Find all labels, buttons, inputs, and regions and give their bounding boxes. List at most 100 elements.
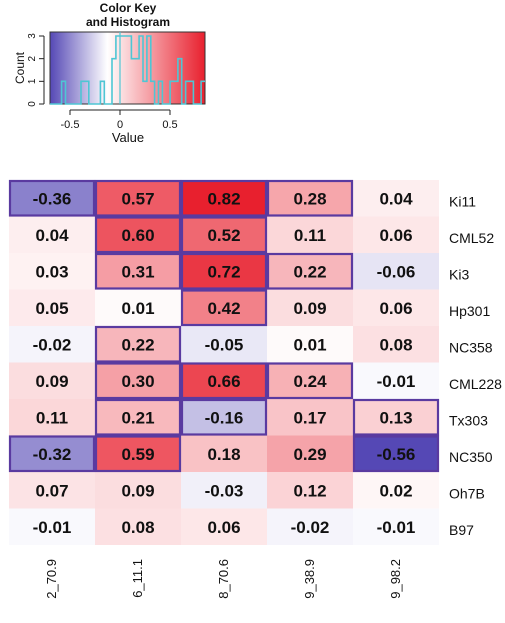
heatmap-cell xyxy=(95,435,181,472)
heatmap-cell-highlight xyxy=(94,216,182,254)
heatmap-cell-highlight xyxy=(8,179,96,217)
heatmap-cell xyxy=(267,362,353,399)
heatmap-cell-value: 0.24 xyxy=(293,372,327,391)
heatmap-cell-value: -0.16 xyxy=(205,408,244,427)
heatmap: -0.36 0.57 0.82 0.28 0.04 0.04 0.60 0.52 0.11 0.0… xyxy=(8,179,502,599)
histogram-trace xyxy=(50,35,205,105)
heatmap-cell-value: 0.08 xyxy=(379,335,412,354)
heatmap-column-labels: 2_70.9 6_11.1 8_70.6 9_38.9 9_98.2 xyxy=(44,559,403,599)
heatmap-cell-highlight xyxy=(94,252,182,290)
heatmap-cell xyxy=(9,180,95,217)
heatmap-cell xyxy=(353,472,439,509)
color-key-y-tick-label: 1 xyxy=(27,78,38,84)
heatmap-cell xyxy=(9,435,95,472)
heatmap-row-label: NC358 xyxy=(449,339,493,355)
heatmap-cell-highlight xyxy=(352,435,440,473)
heatmap-cell xyxy=(9,289,95,326)
heatmap-column-label: 2_70.9 xyxy=(44,559,59,599)
heatmap-cell-value: 0.01 xyxy=(293,335,326,354)
heatmap-cell xyxy=(181,399,267,436)
heatmap-cell xyxy=(95,508,181,545)
heatmap-cell-value: 0.72 xyxy=(207,262,240,281)
heatmap-cell xyxy=(9,362,95,399)
heatmap-cell xyxy=(353,326,439,363)
heatmap-column-label: 9_98.2 xyxy=(388,559,403,599)
heatmap-cell-value: 0.08 xyxy=(121,518,154,537)
heatmap-cell xyxy=(9,253,95,290)
heatmap-cell xyxy=(181,508,267,545)
heatmap-cell-value: 0.42 xyxy=(207,299,240,318)
heatmap-cell xyxy=(95,472,181,509)
heatmap-cell xyxy=(9,508,95,545)
color-key-x-tick-label: -0.5 xyxy=(61,119,80,131)
heatmap-cell-value: 0.18 xyxy=(207,445,240,464)
heatmap-cell-highlight xyxy=(94,398,182,436)
heatmap-cell xyxy=(181,289,267,326)
heatmap-cell-value: -0.06 xyxy=(377,262,416,281)
heatmap-cell xyxy=(267,216,353,253)
heatmap-cell-value: -0.32 xyxy=(33,445,72,464)
heatmap-row-label: Oh7B xyxy=(449,485,485,501)
heatmap-cell xyxy=(95,362,181,399)
heatmap-row-label: Tx303 xyxy=(449,412,488,428)
heatmap-cell xyxy=(353,435,439,472)
heatmap-cell-value: 0.52 xyxy=(207,226,240,245)
heatmap-cell-value: 0.21 xyxy=(121,408,154,427)
heatmap-cell-value: 0.17 xyxy=(293,408,326,427)
heatmap-cell xyxy=(181,216,267,253)
color-key-y-tick-label: 3 xyxy=(27,33,38,39)
heatmap-cell xyxy=(95,180,181,217)
heatmap-cell xyxy=(267,289,353,326)
color-key-histogram: Color Key and Histogram -0.5 0 0.5Value012… xyxy=(13,1,206,145)
heatmap-cell-value: 0.07 xyxy=(35,481,68,500)
heatmap-cell-highlight xyxy=(94,435,182,473)
heatmap-cell xyxy=(353,253,439,290)
heatmap-cell xyxy=(9,216,95,253)
heatmap-cell-value: 0.60 xyxy=(121,226,154,245)
heatmap-cell-value: 0.03 xyxy=(35,262,68,281)
heatmap-cell-highlight xyxy=(266,252,354,290)
color-key-title-line2: and Histogram xyxy=(86,15,170,29)
heatmap-cell-value: 0.09 xyxy=(293,299,326,318)
heatmap-cell-value: -0.03 xyxy=(205,481,244,500)
heatmap-column-label: 9_38.9 xyxy=(302,559,317,599)
color-key-y-tick-label: 2 xyxy=(27,55,38,61)
heatmap-cell-value: -0.01 xyxy=(377,518,416,537)
color-key-x-label: Value xyxy=(112,130,144,145)
heatmap-cell-value: 0.12 xyxy=(293,481,326,500)
heatmap-cell xyxy=(181,253,267,290)
heatmap-cell-value: 0.66 xyxy=(207,372,240,391)
heatmap-cell xyxy=(267,399,353,436)
heatmap-cell-highlight xyxy=(94,179,182,217)
heatmap-cell xyxy=(267,508,353,545)
heatmap-cell xyxy=(95,399,181,436)
heatmap-cell-value: 0.04 xyxy=(35,226,69,245)
heatmap-cell-value: 0.59 xyxy=(121,445,154,464)
color-key-x-tick-label: 0.5 xyxy=(162,119,177,131)
color-key-x-tick-label: 0 xyxy=(117,119,123,131)
heatmap-cell xyxy=(267,472,353,509)
heatmap-cell-highlight xyxy=(94,362,182,400)
heatmap-cell xyxy=(353,289,439,326)
heatmap-cell xyxy=(9,326,95,363)
heatmap-cell-value: 0.04 xyxy=(379,189,413,208)
heatmap-row-label: NC350 xyxy=(449,449,493,465)
heatmap-cell-value: 0.29 xyxy=(293,445,326,464)
heatmap-cell-value: -0.02 xyxy=(291,518,330,537)
heatmap-row-label: B97 xyxy=(449,522,474,538)
heatmap-cell-highlight xyxy=(94,325,182,363)
heatmap-cell-value: -0.36 xyxy=(33,189,72,208)
heatmap-row-labels: Ki11 CML52 Ki3 Hp301 NC358 CML228 Tx303 NC350 Oh… xyxy=(449,193,502,538)
heatmap-cell-value: 0.57 xyxy=(121,189,154,208)
heatmap-cell-value: 0.31 xyxy=(121,262,154,281)
heatmap-cell-highlight xyxy=(180,252,268,290)
color-key-gradient xyxy=(49,31,206,105)
heatmap-column-label: 8_70.6 xyxy=(216,559,231,599)
heatmap-cell xyxy=(181,472,267,509)
heatmap-cell-value: 0.09 xyxy=(121,481,154,500)
heatmap-cell xyxy=(267,180,353,217)
heatmap-column-label: 6_11.1 xyxy=(130,559,145,598)
heatmap-cell-value: 0.09 xyxy=(35,372,68,391)
heatmap-row-label: CML228 xyxy=(449,376,502,392)
heatmap-cell xyxy=(95,289,181,326)
